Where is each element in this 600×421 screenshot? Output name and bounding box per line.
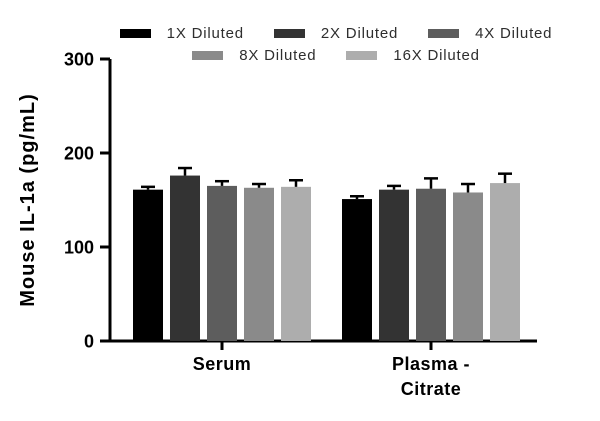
- y-tick-label: 0: [84, 332, 94, 352]
- x-category-label: Plasma -: [392, 354, 470, 374]
- bar-serum-8x-diluted: [244, 187, 274, 341]
- y-tick-label: 300: [64, 50, 94, 70]
- bar-serum-1x-diluted: [133, 189, 163, 341]
- bar-plasma-citrate-8x-diluted: [453, 192, 483, 341]
- bar-serum-16x-diluted: [281, 186, 311, 341]
- bar-plasma-citrate-4x-diluted: [416, 188, 446, 341]
- bar-plasma-citrate-1x-diluted: [342, 199, 372, 341]
- y-tick-label: 100: [64, 238, 94, 258]
- x-category-label: Serum: [193, 354, 252, 374]
- y-tick-label: 200: [64, 144, 94, 164]
- bar-plasma-citrate-2x-diluted: [379, 189, 409, 341]
- y-axis-title: Mouse IL-1a (pg/mL): [17, 93, 39, 306]
- bar-plasma-citrate-16x-diluted: [490, 183, 520, 341]
- bar-serum-2x-diluted: [170, 175, 200, 341]
- bar-serum-4x-diluted: [207, 185, 237, 341]
- x-category-label: Citrate: [401, 379, 462, 399]
